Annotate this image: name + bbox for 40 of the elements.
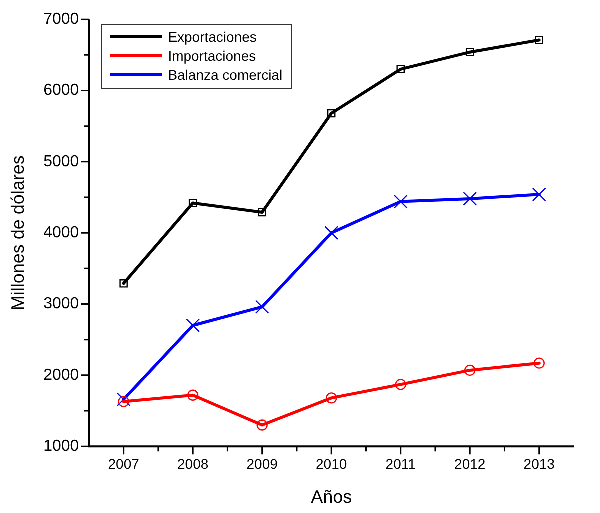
y-tick-label: 2000 xyxy=(44,366,80,384)
legend-label: Balanza comercial xyxy=(168,67,283,84)
point xyxy=(535,36,544,44)
x-tick-label: 2010 xyxy=(316,456,348,472)
y-tick-label: 5000 xyxy=(44,153,80,170)
x-tick-label: 2013 xyxy=(524,456,556,472)
point xyxy=(324,226,339,240)
point xyxy=(396,65,405,74)
x-tick-label: 2007 xyxy=(108,456,140,472)
point xyxy=(326,392,338,404)
point xyxy=(395,379,406,390)
y-tick-label: 3000 xyxy=(44,296,80,313)
y-tick-label: 4000 xyxy=(44,224,80,242)
point xyxy=(120,279,128,288)
point xyxy=(463,192,478,206)
point xyxy=(186,318,200,333)
point xyxy=(187,390,199,401)
point xyxy=(534,358,545,369)
x-tick-label: 2009 xyxy=(246,456,278,472)
y-tick-label: 6000 xyxy=(44,82,80,100)
x-axis-title: Años xyxy=(311,487,352,508)
y-tick-label: 7000 xyxy=(44,11,80,28)
point xyxy=(256,420,268,431)
legend-label: Importaciones xyxy=(168,48,256,64)
point xyxy=(116,392,131,407)
point xyxy=(466,48,474,56)
y-axis-title: Millones de dólares xyxy=(8,156,28,311)
x-tick-label: 2012 xyxy=(454,456,486,472)
legend-label: Exportaciones xyxy=(168,29,257,46)
point xyxy=(532,188,546,202)
point xyxy=(394,194,408,209)
point xyxy=(464,364,476,376)
x-tick-label: 2008 xyxy=(178,456,209,472)
x-tick-label: 2011 xyxy=(386,456,416,472)
y-tick-label: 1000 xyxy=(44,438,80,456)
point xyxy=(255,300,270,314)
point xyxy=(327,109,336,118)
point xyxy=(118,396,130,408)
point xyxy=(258,208,266,217)
point xyxy=(188,199,198,208)
